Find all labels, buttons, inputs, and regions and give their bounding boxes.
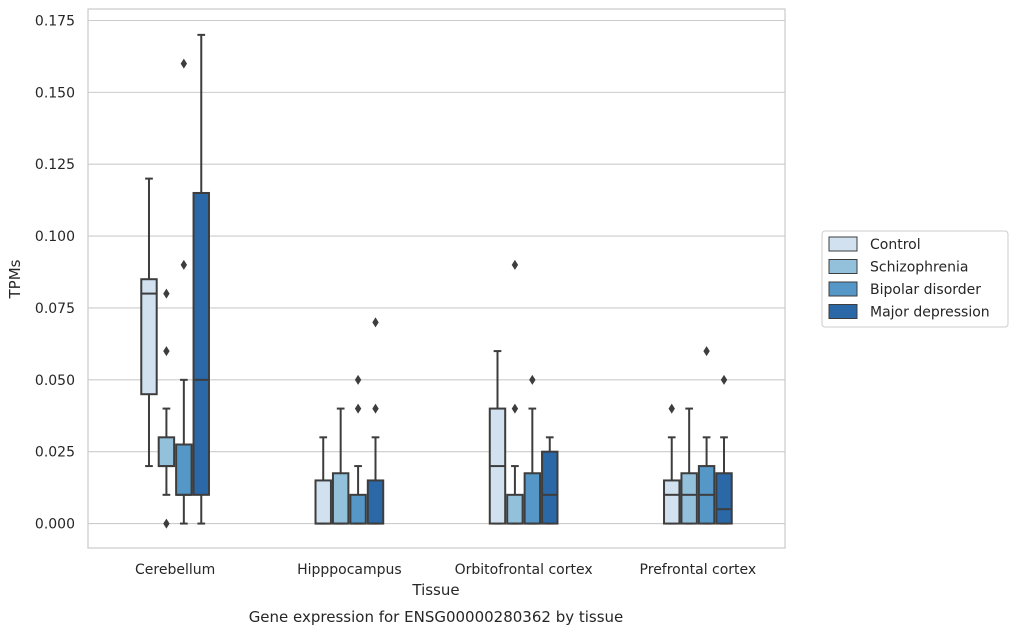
outlier-point: [372, 317, 379, 328]
y-tick-label: 0.175: [35, 13, 75, 29]
legend-swatch: [828, 259, 858, 274]
box: [488, 350, 507, 525]
box: [331, 407, 350, 525]
outlier-point: [511, 259, 519, 270]
y-tick-labels: 0.000 0.025 0.050 0.075 0.100 0.125 0.150 0.175: [35, 13, 75, 532]
x-tick-label: Hipppocampus: [297, 562, 402, 578]
outlier-point: [668, 403, 675, 414]
box: [314, 436, 332, 525]
box: [157, 288, 176, 529]
y-tick-label: 0.125: [35, 157, 75, 173]
outlier-point: [163, 518, 170, 529]
boxes: [140, 33, 733, 529]
y-tick-label: 0.150: [35, 85, 75, 101]
outlier-point: [354, 403, 362, 414]
y-tick-label: 0.100: [35, 229, 75, 245]
x-tick-label: Orbitofrontal cortex: [455, 562, 593, 578]
legend-label: Major depression: [870, 305, 990, 321]
x-axis-label: Tissue: [411, 581, 459, 599]
box-body: [680, 472, 698, 525]
outlier-point: [354, 374, 362, 385]
box: [506, 259, 524, 525]
y-tick-label: 0.050: [35, 373, 75, 389]
box-body: [506, 493, 524, 525]
box: [366, 317, 385, 525]
outlier-point: [372, 403, 379, 414]
box-body: [314, 479, 332, 525]
box-body: [366, 479, 385, 525]
outlier-point: [511, 403, 519, 414]
legend-label: Control: [870, 237, 921, 253]
box-body: [175, 443, 193, 496]
box-body: [541, 450, 559, 525]
box: [349, 374, 367, 525]
box: [680, 407, 698, 525]
legend-swatch: [828, 304, 858, 319]
y-axis-label: TPMs: [6, 259, 24, 299]
box: [192, 33, 210, 525]
box: [523, 374, 542, 525]
outlier-point: [180, 58, 188, 69]
outlier-point: [720, 374, 728, 385]
y-tick-label: 0.075: [35, 301, 75, 317]
box-body: [140, 278, 158, 396]
box: [697, 346, 716, 525]
box-body: [157, 436, 176, 468]
legend: Control Schizophrenia Bipolar disorder Majo…: [821, 230, 1009, 328]
box-body: [663, 479, 681, 525]
box-body: [523, 472, 542, 525]
outlier-point: [703, 346, 710, 357]
x-tick-label: Cerebellum: [135, 562, 215, 578]
legend-swatch: [828, 236, 858, 252]
chart-title: Gene expression for ENSG00000280362 by t…: [249, 608, 624, 626]
outlier-point: [529, 374, 536, 385]
y-tick-label: 0.000: [35, 517, 75, 533]
box-body: [331, 472, 350, 525]
x-tick-labels: Cerebellum Hipppocampus Orbitofrontal cort…: [135, 562, 756, 578]
outlier-point: [163, 346, 170, 357]
y-tick-label: 0.025: [35, 445, 75, 461]
legend-label: Bipolar disorder: [870, 282, 981, 298]
legend-frame: [821, 230, 1009, 328]
box: [140, 177, 158, 468]
box-body: [349, 493, 367, 525]
outlier-point: [180, 259, 188, 270]
box-body: [192, 191, 210, 496]
box: [663, 403, 681, 525]
outlier-point: [163, 288, 170, 299]
box: [715, 374, 733, 525]
box-body: [715, 472, 733, 525]
box: [175, 58, 193, 525]
legend-label: Schizophrenia: [870, 260, 968, 276]
box: [541, 436, 559, 525]
legend-swatch: [828, 281, 858, 297]
x-tick-label: Prefrontal cortex: [640, 562, 757, 578]
plot-frame: [87, 8, 786, 549]
